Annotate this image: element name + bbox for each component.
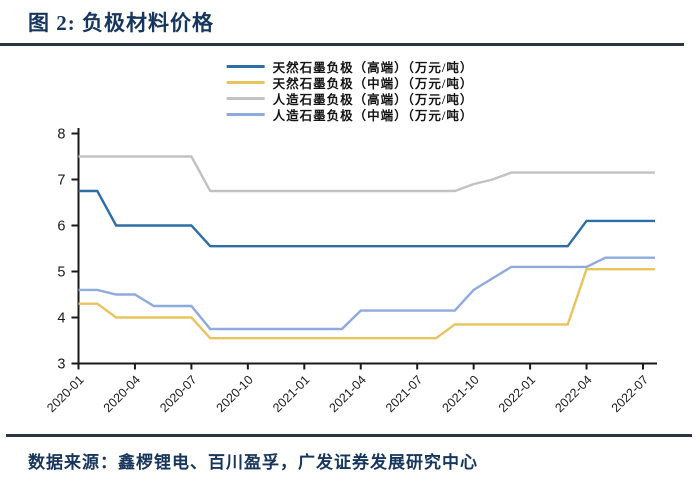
legend-item-artificial-midend: 人造石墨负极（中端）（万元/吨）	[226, 107, 474, 123]
svg-text:2020-07: 2020-07	[157, 373, 199, 415]
legend-item-artificial-highend: 人造石墨负极（高端）（万元/吨）	[226, 91, 474, 107]
legend-item-label: 天然石墨负极（高端）（万元/吨）	[272, 60, 474, 75]
svg-text:2020-10: 2020-10	[214, 373, 256, 415]
svg-text:2022-04: 2022-04	[552, 373, 594, 415]
legend-item-natural-midend: 天然石墨负极（中端）（万元/吨）	[226, 75, 474, 91]
legend-line-swatch	[226, 112, 265, 116]
svg-text:2020-01: 2020-01	[44, 373, 86, 415]
svg-text:6: 6	[57, 219, 65, 235]
svg-text:5: 5	[57, 265, 65, 281]
svg-text:2021-04: 2021-04	[327, 373, 369, 415]
svg-text:2022-01: 2022-01	[496, 373, 538, 415]
legend-line-swatch	[226, 80, 265, 84]
svg-text:4: 4	[57, 311, 65, 327]
svg-text:2021-10: 2021-10	[439, 373, 481, 415]
svg-text:7: 7	[57, 173, 65, 189]
page-title: 图 2: 负极材料价格	[28, 11, 214, 35]
svg-text:3: 3	[57, 357, 65, 373]
title-rule	[0, 43, 684, 46]
data-source-text: 数据来源：鑫椤锂电、百川盈孚，广发证券发展研究中心	[28, 453, 478, 472]
legend-item-label: 天然石墨负极（中端）（万元/吨）	[272, 76, 474, 91]
chart-legend: 天然石墨负极（高端）（万元/吨） 天然石墨负极（中端）（万元/吨） 人造石墨负极…	[226, 59, 474, 123]
legend-item-label: 人造石墨负极（中端）（万元/吨）	[272, 108, 474, 123]
price-chart-svg: 3 4 5 6 7 8 2020-01 2020-04 2020-07 2020-10 2021-0…	[44, 127, 657, 415]
price-chart-area: 3 4 5 6 7 8 2020-01 2020-04 2020-07 2020-10 2021-0…	[0, 120, 700, 432]
legend-line-swatch	[226, 96, 265, 100]
svg-text:2022-07: 2022-07	[609, 373, 651, 415]
svg-text:2021-07: 2021-07	[383, 373, 425, 415]
footer-rule	[6, 434, 692, 437]
svg-text:8: 8	[57, 127, 65, 143]
legend-item-label: 人造石墨负极（高端）（万元/吨）	[272, 92, 474, 107]
legend-item-natural-highend: 天然石墨负极（高端）（万元/吨）	[226, 59, 474, 75]
svg-text:2021-01: 2021-01	[270, 373, 312, 415]
svg-text:2020-04: 2020-04	[101, 373, 143, 415]
legend-line-swatch	[226, 64, 265, 68]
